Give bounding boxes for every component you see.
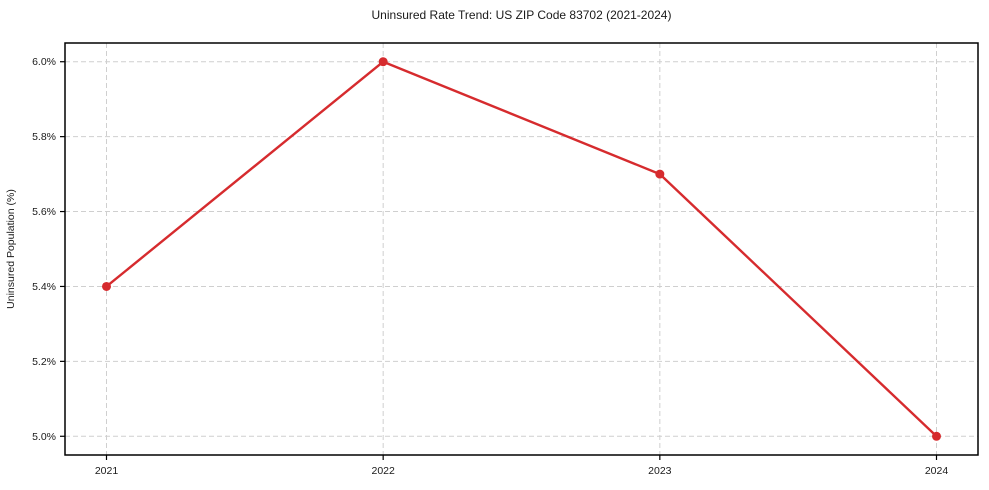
data-point (378, 57, 388, 67)
data-point (102, 281, 111, 291)
y-tick-label: 5.8% (32, 131, 56, 143)
y-tick-label: 6.0% (32, 56, 56, 68)
plot-frame (64, 42, 979, 456)
data-point (932, 431, 941, 441)
y-tick-label: 5.6% (32, 206, 56, 218)
data-line (105, 60, 938, 438)
y-tick-label: 5.4% (32, 281, 56, 293)
y-tick-label: 5.2% (32, 356, 56, 368)
y-tick-label: 5.0% (32, 431, 56, 443)
x-tick-label: 2022 (371, 465, 395, 477)
plot-background (65, 43, 978, 455)
x-tick-label: 2023 (648, 465, 672, 477)
data-point (655, 169, 665, 179)
x-tick-label: 2021 (95, 465, 119, 477)
x-tick-label: 2024 (925, 465, 949, 477)
chart-title: Uninsured Rate Trend: US ZIP Code 83702 … (371, 8, 672, 22)
